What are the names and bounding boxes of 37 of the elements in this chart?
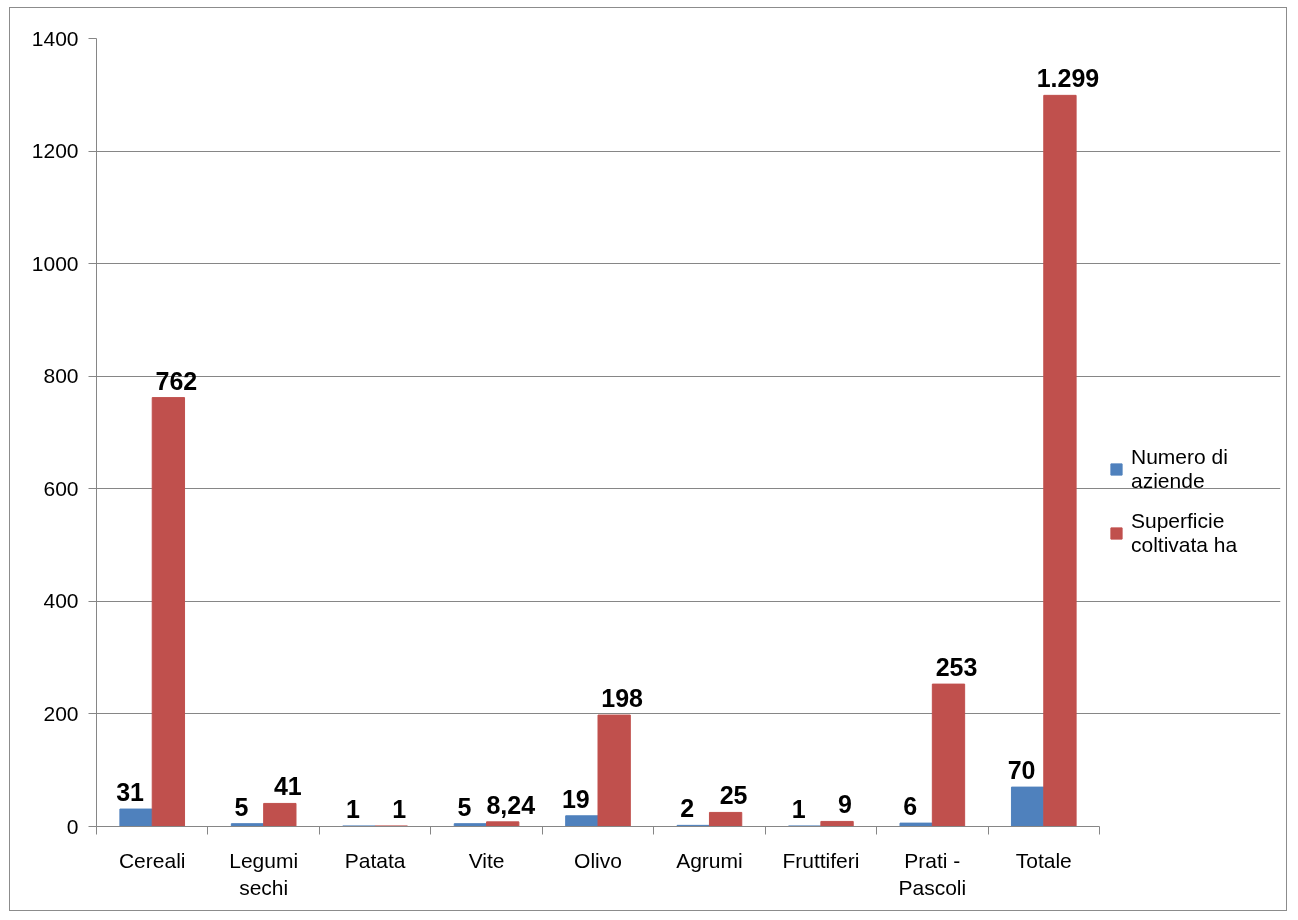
- legend-label: Numero di aziende: [1131, 445, 1228, 493]
- data-label: 1: [791, 794, 806, 823]
- x-tick-label: Totale: [1015, 848, 1072, 872]
- data-label: 198: [601, 684, 644, 713]
- y-tick-label: 0: [66, 814, 79, 838]
- x-tick-label: Legumi sechi: [229, 848, 299, 900]
- x-tick-label: Olivo: [574, 848, 622, 872]
- y-tick-label: 200: [43, 701, 79, 725]
- data-label: 762: [155, 366, 198, 395]
- data-label: 5: [234, 792, 249, 821]
- y-tick-label: 800: [43, 364, 79, 388]
- x-tick-label: Prati - Pascoli: [898, 848, 967, 900]
- x-tick-label: Fruttiferi: [782, 848, 860, 872]
- y-tick-label: 1000: [31, 251, 79, 275]
- data-label: 19: [561, 784, 590, 813]
- legend-label: Superficie coltivata ha: [1131, 509, 1238, 557]
- data-label: 25: [719, 781, 748, 810]
- y-tick-label: 1200: [31, 139, 79, 163]
- data-label: 2: [680, 794, 695, 823]
- x-tick-label: Patata: [344, 848, 406, 872]
- data-label: 253: [935, 653, 978, 682]
- x-tick-label: Cereali: [118, 848, 186, 872]
- data-label: 6: [903, 792, 918, 821]
- data-label: 9: [838, 790, 852, 819]
- data-label: 1.299: [1036, 64, 1100, 93]
- data-label: 41: [273, 772, 302, 801]
- x-tick-label: Vite: [468, 848, 505, 872]
- data-label: 1: [346, 794, 360, 823]
- y-tick-label: 600: [43, 476, 79, 500]
- data-label: 8,24: [486, 790, 536, 819]
- y-tick-label: 400: [43, 589, 79, 613]
- data-label: 31: [116, 778, 145, 807]
- y-tick-label: 1400: [31, 26, 79, 50]
- x-tick-label: Agrumi: [676, 848, 743, 872]
- data-label: 1: [392, 794, 407, 823]
- data-label: 5: [457, 792, 472, 821]
- data-label: 70: [1007, 756, 1036, 785]
